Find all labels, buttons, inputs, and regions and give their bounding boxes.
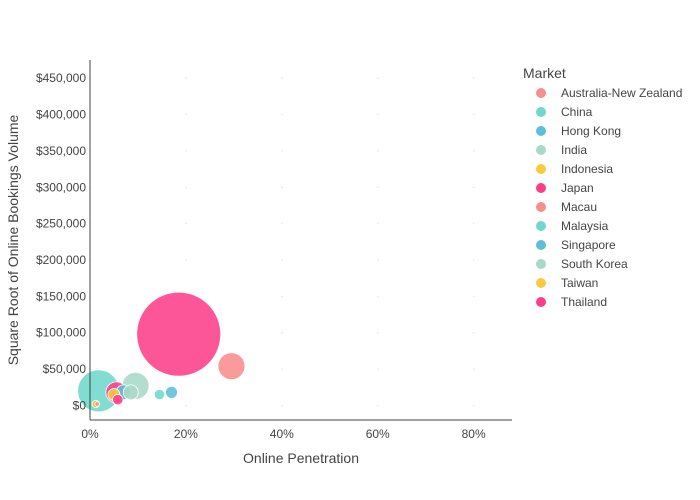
grid-dot bbox=[472, 331, 475, 334]
legend-marker-australia-new-zealand[interactable] bbox=[536, 88, 546, 98]
y-tick-label: $400,000 bbox=[36, 108, 86, 122]
x-axis-title: Online Penetration bbox=[243, 450, 359, 466]
x-tick-label: 20% bbox=[174, 427, 198, 441]
legend-marker-thailand[interactable] bbox=[536, 297, 546, 307]
bubble-layer bbox=[77, 291, 246, 413]
grid-dot bbox=[376, 222, 379, 225]
grid-dot bbox=[281, 222, 283, 225]
legend-label-china[interactable]: China bbox=[561, 105, 593, 119]
grid-dot bbox=[376, 186, 379, 189]
legend-label-south-korea[interactable]: South Korea bbox=[561, 257, 628, 271]
y-tick-label: $50,000 bbox=[43, 362, 87, 376]
legend-marker-indonesia[interactable] bbox=[536, 164, 546, 174]
bubble-thailand[interactable] bbox=[112, 393, 124, 406]
legend-title: Market bbox=[523, 65, 566, 81]
grid-dot bbox=[185, 259, 187, 261]
grid-dot bbox=[281, 259, 283, 261]
bubble-macau[interactable] bbox=[94, 401, 100, 407]
y-tick-label: $300,000 bbox=[36, 180, 86, 194]
y-tick-label: $200,000 bbox=[36, 253, 86, 267]
x-tick-label: 60% bbox=[366, 427, 390, 441]
grid-dot bbox=[472, 222, 475, 225]
grid-dot bbox=[376, 368, 379, 370]
bubble-japan[interactable] bbox=[136, 291, 222, 377]
legend-label-singapore[interactable]: Singapore bbox=[561, 238, 616, 252]
grid-dot bbox=[281, 404, 283, 407]
x-tick-label: 40% bbox=[270, 427, 294, 441]
x-ticks: 0% 20% 40% 60% 80% bbox=[81, 427, 486, 441]
grid-dot bbox=[472, 150, 475, 152]
grid-dot bbox=[281, 186, 283, 189]
grid-dot bbox=[376, 259, 379, 261]
legend-marker-india[interactable] bbox=[536, 145, 546, 155]
legend-label-japan[interactable]: Japan bbox=[561, 181, 594, 195]
axes bbox=[89, 60, 512, 421]
y-tick-label: $350,000 bbox=[36, 144, 86, 158]
grid-dot bbox=[376, 404, 379, 407]
grid-dot bbox=[472, 77, 475, 79]
grid-dot bbox=[281, 77, 283, 79]
legend: Market Australia-New Zealand China Hong Ko… bbox=[523, 65, 682, 309]
x-tick-label: 80% bbox=[462, 427, 486, 441]
y-tick-label: $450,000 bbox=[36, 71, 86, 85]
grid-dot bbox=[376, 331, 379, 334]
grid-dot bbox=[185, 186, 187, 189]
grid-dot bbox=[376, 295, 379, 298]
legend-marker-hong-kong[interactable] bbox=[536, 126, 546, 136]
y-tick-label: $250,000 bbox=[36, 217, 86, 231]
y-tick-label: $100,000 bbox=[36, 326, 86, 340]
grid-dot bbox=[472, 404, 475, 407]
grid-dot bbox=[281, 331, 283, 334]
bubble-australia-new-zealand[interactable] bbox=[217, 352, 246, 381]
x-tick-label: 0% bbox=[81, 427, 99, 441]
legend-label-hong-kong[interactable]: Hong Kong bbox=[561, 124, 621, 138]
y-axis-title: Square Root of Online Bookings Volume bbox=[5, 114, 21, 365]
grid-dot bbox=[185, 150, 187, 152]
legend-marker-japan[interactable] bbox=[536, 183, 546, 193]
legend-marker-malaysia[interactable] bbox=[536, 221, 546, 231]
legend-label-taiwan[interactable]: Taiwan bbox=[561, 276, 598, 290]
grid-dot bbox=[185, 222, 187, 225]
y-tick-label: $0 bbox=[73, 398, 87, 412]
grid-dot bbox=[281, 113, 283, 116]
y-ticks: $0 $50,000 $100,000 $150,000 $200,000 $250,00… bbox=[36, 71, 86, 412]
grid-dot bbox=[472, 186, 475, 189]
legend-label-indonesia[interactable]: Indonesia bbox=[561, 162, 613, 176]
legend-marker-macau[interactable] bbox=[536, 202, 546, 212]
grid-dot bbox=[185, 77, 187, 79]
grid-dot bbox=[472, 113, 475, 116]
y-tick-label: $150,000 bbox=[36, 289, 86, 303]
grid-dot bbox=[472, 295, 475, 298]
grid-dot bbox=[185, 404, 187, 407]
grid-dot bbox=[281, 150, 283, 152]
legend-marker-singapore[interactable] bbox=[536, 240, 546, 250]
grid-dot bbox=[376, 113, 379, 116]
legend-marker-taiwan[interactable] bbox=[536, 278, 546, 288]
legend-label-thailand[interactable]: Thailand bbox=[561, 295, 607, 309]
legend-label-australia-new-zealand[interactable]: Australia-New Zealand bbox=[561, 86, 682, 100]
legend-marker-south-korea[interactable] bbox=[536, 259, 546, 269]
bubble-hong-kong[interactable] bbox=[165, 385, 178, 399]
legend-label-malaysia[interactable]: Malaysia bbox=[561, 219, 609, 233]
grid-dot bbox=[472, 259, 475, 261]
legend-label-macau[interactable]: Macau bbox=[561, 200, 597, 214]
bubble-malaysia[interactable] bbox=[153, 388, 166, 401]
grid-dot bbox=[281, 295, 283, 298]
grid-dot bbox=[376, 77, 379, 79]
grid-dot bbox=[185, 113, 187, 116]
legend-marker-china[interactable] bbox=[536, 107, 546, 117]
grid-dot bbox=[472, 368, 475, 370]
bubble-south-korea[interactable] bbox=[122, 384, 139, 401]
grid-dot bbox=[376, 150, 379, 152]
grid-dot bbox=[281, 368, 283, 370]
legend-label-india[interactable]: India bbox=[561, 143, 587, 157]
